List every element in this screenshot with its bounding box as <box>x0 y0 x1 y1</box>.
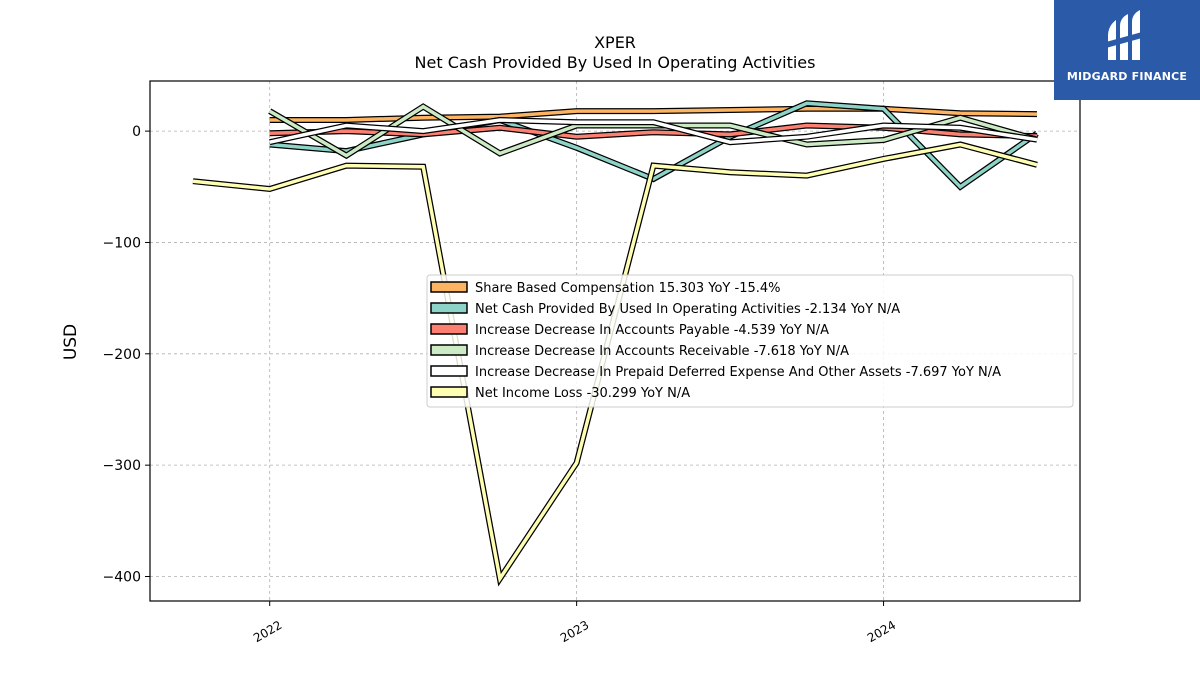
legend-entry: Increase Decrease In Accounts Receivable… <box>475 344 849 359</box>
legend-entry: Net Cash Provided By Used In Operating A… <box>475 302 900 317</box>
y-tick-label: −400 <box>103 570 141 586</box>
x-tick-label: 2024 <box>865 618 898 645</box>
series-line <box>269 118 1038 144</box>
legend-entry: Share Based Compensation 15.303 YoY -15.… <box>475 281 781 296</box>
chart-title: XPER <box>594 33 636 52</box>
legend-swatch <box>430 344 468 356</box>
series-3 <box>268 103 1038 160</box>
legend-swatch <box>430 281 468 293</box>
series-group <box>192 100 1039 587</box>
series-line <box>269 107 1038 122</box>
legend-entry: Net Income Loss -30.299 YoY N/A <box>475 386 690 401</box>
legend-swatch <box>430 323 468 335</box>
series-line <box>268 104 1038 158</box>
y-axis-label: USD <box>61 324 81 360</box>
legend: Share Based Compensation 15.303 YoY -15.… <box>426 274 1074 408</box>
y-tick-label: −200 <box>103 347 141 363</box>
series-0 <box>269 105 1038 123</box>
y-tick-label: 0 <box>132 124 141 140</box>
legend-box <box>426 274 1074 408</box>
legend-swatch <box>430 365 468 377</box>
brand-name: MIDGARD FINANCE <box>1066 70 1188 83</box>
x-tick-label: 2022 <box>251 618 284 645</box>
chart-subtitle: Net Cash Provided By Used In Operating A… <box>415 53 816 72</box>
midgard-logo-icon <box>1106 10 1142 60</box>
brand-logo: MIDGARD FINANCE <box>1054 0 1200 100</box>
legend-swatch <box>430 302 468 314</box>
x-tick-label: 2023 <box>558 618 591 645</box>
legend-swatch <box>430 386 468 398</box>
y-tick-label: −300 <box>103 458 141 474</box>
series-4 <box>269 116 1038 146</box>
y-tick-label: −100 <box>103 235 141 251</box>
legend-entry: Increase Decrease In Accounts Payable -4… <box>475 323 829 338</box>
legend-entry: Increase Decrease In Prepaid Deferred Ex… <box>475 365 1001 380</box>
plot-frame <box>149 80 1081 602</box>
